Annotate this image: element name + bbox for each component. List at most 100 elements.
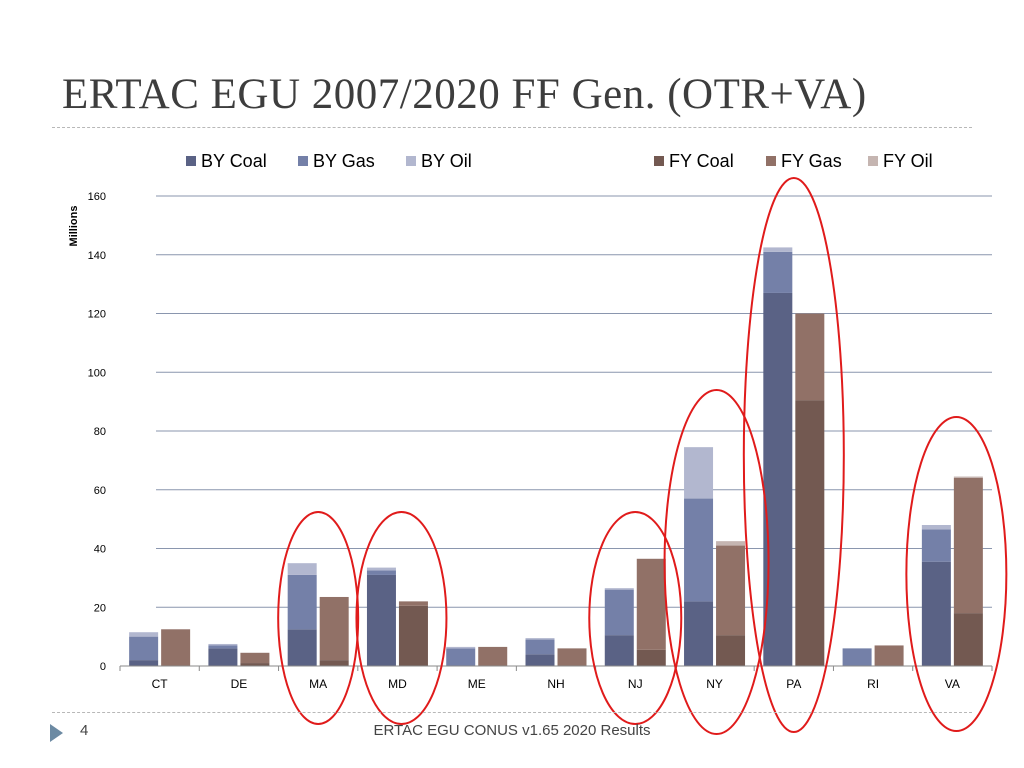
bar-by-oil-pa [763, 247, 793, 252]
bar-by-gas-md [366, 570, 396, 575]
bar-by-oil-ct [129, 632, 159, 637]
bar-fy-oil-va [953, 476, 983, 478]
bar-by-oil-va [921, 525, 951, 530]
y-axis-ticks: 0 20 40 60 80 100 120 140 160 [88, 191, 106, 673]
bar-by-coal-de [208, 648, 238, 666]
y-tick-label: 120 [88, 309, 106, 321]
bar-fy-gas-va [953, 478, 983, 614]
bar-by-coal-nj [604, 635, 634, 666]
bar-by-oil-ny [684, 447, 714, 499]
slide-arrow-icon [50, 724, 63, 742]
bar-by-coal-md [366, 574, 396, 666]
y-tick-label: 160 [88, 191, 106, 203]
bar-fy-gas-nj [636, 558, 666, 650]
footer-text: ERTAC EGU CONUS v1.65 2020 Results [373, 722, 651, 739]
bar-fy-coal-md [398, 605, 428, 666]
legend-swatch [766, 156, 776, 166]
bar-by-coal-ct [129, 660, 159, 666]
highlight-ellipse-ny [663, 389, 770, 735]
x-tick-label: NY [706, 677, 723, 691]
bar-by-oil-me [446, 646, 476, 649]
bar-fy-gas-me [478, 646, 508, 666]
highlight-ellipses [277, 177, 1008, 735]
y-tick-label: 20 [94, 602, 106, 614]
bar-fy-coal-va [953, 613, 983, 666]
bar-fy-coal-nj [636, 649, 666, 666]
bar-series [129, 247, 983, 666]
legend-label: BY Gas [313, 151, 375, 171]
bar-by-oil-de [208, 643, 238, 646]
x-tick-label: ME [468, 677, 486, 691]
bar-by-gas-nj [604, 589, 634, 636]
legend-swatch [406, 156, 416, 166]
bar-by-coal-ma [287, 629, 317, 666]
x-tick-label: DE [231, 677, 248, 691]
x-tick-label: MD [388, 677, 407, 691]
bar-fy-gas-md [398, 601, 428, 606]
bar-fy-gas-ct [161, 629, 191, 666]
x-tick-label: NH [547, 677, 564, 691]
footer-divider [52, 712, 972, 713]
bar-fy-gas-ri [874, 645, 904, 666]
x-tick-label: MA [309, 677, 327, 691]
highlight-ellipse-pa [742, 177, 845, 733]
y-tick-label: 0 [100, 661, 106, 673]
legend-label: FY Gas [781, 151, 842, 171]
bar-fy-gas-ma [319, 596, 349, 661]
y-tick-label: 60 [94, 485, 106, 497]
bar-by-coal-ny [684, 601, 714, 666]
page-number: 4 [80, 722, 89, 739]
title-divider [52, 127, 972, 128]
bar-by-gas-pa [763, 251, 793, 293]
bar-by-gas-va [921, 529, 951, 562]
y-tick-label: 40 [94, 544, 106, 556]
slide-title: ERTAC EGU 2007/2020 FF Gen. (OTR+VA) [62, 71, 867, 118]
x-tick-label: RI [867, 677, 879, 691]
legend-swatch [868, 156, 878, 166]
x-axis: CT DE MA MD ME NH NJ NY PA RI VA [119, 665, 993, 691]
legend-swatch [186, 156, 196, 166]
legend: BY Coal BY Gas BY Oil FY Coal FY Gas FY Oil [186, 151, 933, 171]
bar-fy-coal-ny [716, 635, 746, 666]
bar-by-gas-ct [129, 636, 159, 661]
bar-by-gas-de [208, 645, 238, 649]
bar-by-oil-ma [287, 563, 317, 575]
bar-by-coal-pa [763, 292, 793, 666]
x-tick-label: CT [152, 677, 169, 691]
bar-fy-oil-ny [716, 541, 746, 546]
gridlines [156, 195, 992, 608]
x-tick-label: PA [786, 677, 801, 691]
bar-by-gas-nh [525, 639, 555, 655]
legend-label: FY Oil [883, 151, 933, 171]
bar-fy-coal-de [240, 663, 270, 666]
bar-by-gas-ri [842, 648, 872, 666]
bar-by-oil-nh [525, 638, 555, 640]
y-tick-label: 100 [88, 367, 106, 379]
bar-by-oil-md [366, 567, 396, 571]
x-tick-label: NJ [628, 677, 643, 691]
y-tick-label: 80 [94, 426, 106, 438]
legend-label: BY Coal [201, 151, 267, 171]
bar-fy-gas-de [240, 652, 270, 664]
x-tick-label: VA [945, 677, 960, 691]
bar-fy-coal-pa [795, 400, 825, 666]
bar-by-coal-nh [525, 654, 555, 666]
y-tick-label: 140 [88, 250, 106, 262]
bar-by-gas-me [446, 648, 476, 666]
bar-fy-coal-ma [319, 660, 349, 666]
legend-label: FY Coal [669, 151, 734, 171]
legend-swatch [654, 156, 664, 166]
highlight-ellipse-nj [588, 511, 683, 725]
legend-swatch [298, 156, 308, 166]
legend-label: BY Oil [421, 151, 472, 171]
bar-by-gas-ny [684, 498, 714, 602]
highlight-ellipse-md [355, 511, 448, 725]
bar-fy-gas-nh [557, 648, 587, 666]
bar-by-coal-va [921, 561, 951, 666]
y-axis-label: Millions [68, 206, 80, 247]
highlight-ellipse-ma [277, 511, 360, 725]
bar-by-gas-ma [287, 574, 317, 630]
bar-by-oil-nj [604, 588, 634, 590]
highlight-ellipse-va [905, 416, 1008, 732]
bar-fy-gas-pa [795, 313, 825, 401]
